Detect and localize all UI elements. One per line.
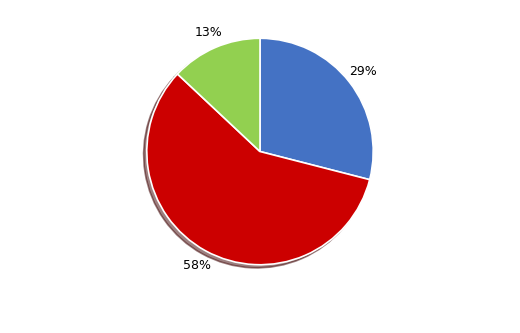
Wedge shape [147,74,370,265]
Text: 58%: 58% [183,259,211,272]
Wedge shape [260,38,373,180]
Wedge shape [177,38,260,152]
Text: 29%: 29% [349,65,377,78]
Text: 13%: 13% [194,26,222,39]
